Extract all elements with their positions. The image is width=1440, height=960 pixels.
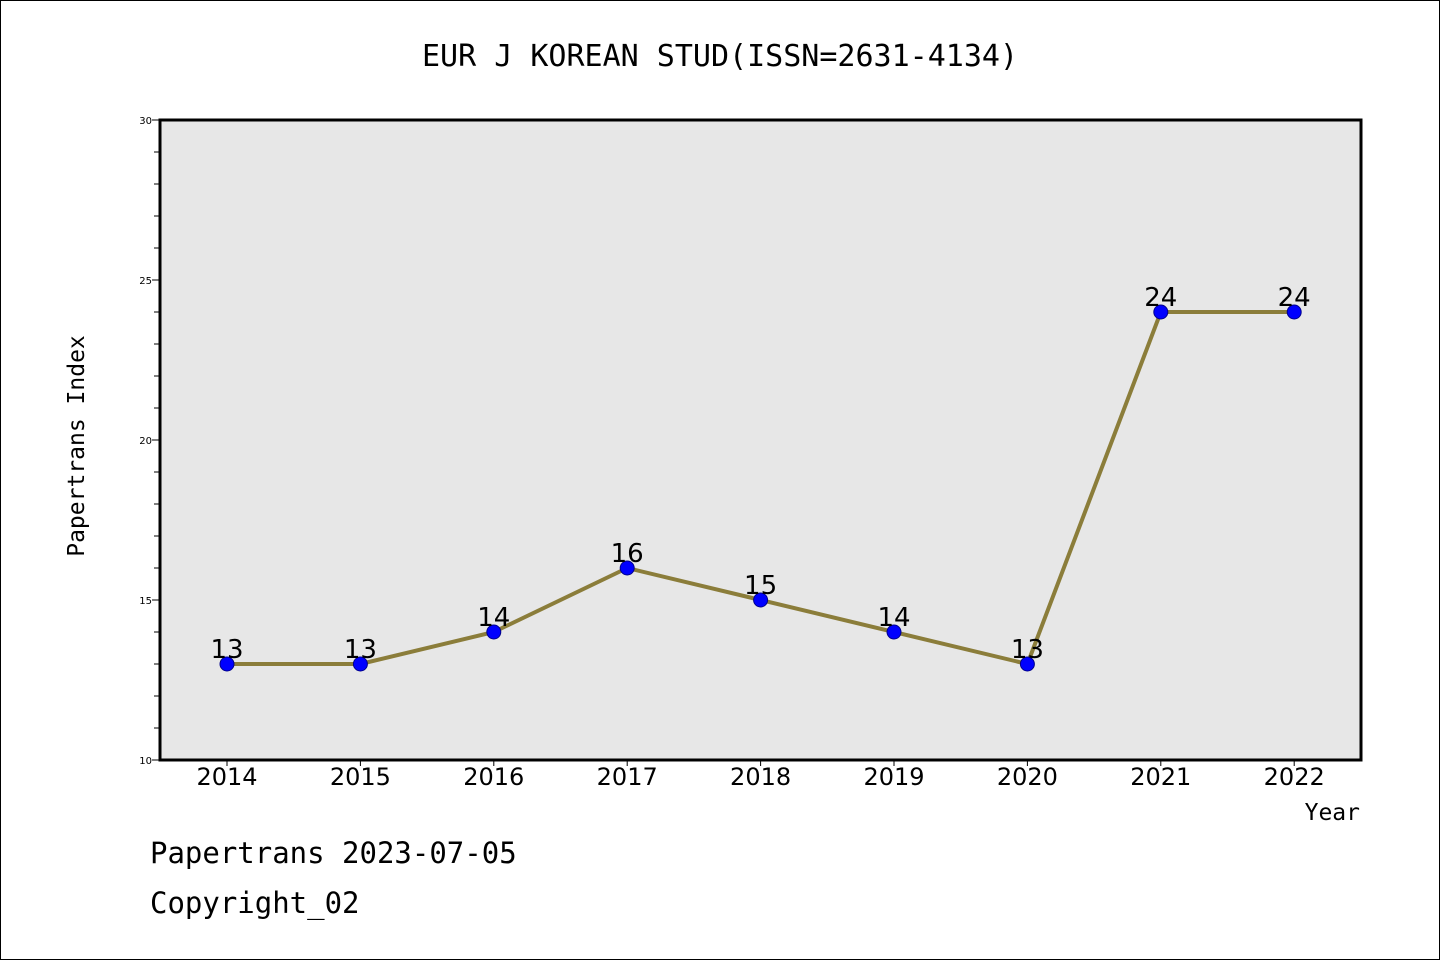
y-axis-label: Papertrans Index xyxy=(64,335,90,557)
y-tick-label: 20 xyxy=(139,436,152,447)
x-tick-label: 2019 xyxy=(863,763,924,791)
data-labels: 13 13 14 16 15 14 13 24 24 xyxy=(210,283,1310,665)
y-axis: 10 15 20 25 30 xyxy=(139,116,160,767)
data-point xyxy=(1019,656,1035,672)
data-point xyxy=(219,656,235,672)
x-tick-label: 2015 xyxy=(330,763,391,791)
data-point xyxy=(619,560,635,576)
data-label: 14 xyxy=(877,603,910,633)
data-label: 24 xyxy=(1144,283,1177,313)
data-label: 16 xyxy=(611,539,644,569)
data-label: 13 xyxy=(1011,635,1044,665)
x-tick-label: 2017 xyxy=(597,763,658,791)
data-label: 24 xyxy=(1278,283,1311,313)
data-point xyxy=(1286,304,1302,320)
data-point xyxy=(753,592,769,608)
y-tick-label: 15 xyxy=(139,596,152,607)
data-label: 13 xyxy=(344,635,377,665)
x-tick-label: 2020 xyxy=(997,763,1058,791)
x-tick-label: 2014 xyxy=(196,763,257,791)
plot-area xyxy=(158,118,1363,762)
x-tick-label: 2018 xyxy=(730,763,791,791)
series-markers xyxy=(219,304,1302,672)
chart-title: EUR J KOREAN STUD(ISSN=2631-4134) xyxy=(422,39,1018,74)
footer-copyright: Copyright_02 xyxy=(150,886,360,921)
footer-date: Papertrans 2023-07-05 xyxy=(150,836,517,870)
data-point xyxy=(352,656,368,672)
x-axis: 2014 2015 2016 2017 2018 2019 2020 2021 2022 xyxy=(196,760,1325,791)
x-tick-label: 2021 xyxy=(1130,763,1191,791)
x-tick-label: 2022 xyxy=(1264,763,1325,791)
y-tick-label: 25 xyxy=(139,276,152,287)
data-label: 13 xyxy=(210,635,243,665)
x-tick-label: 2016 xyxy=(463,763,524,791)
data-point xyxy=(1153,304,1169,320)
data-point xyxy=(486,624,502,640)
x-axis-label: Year xyxy=(1305,800,1360,826)
data-label: 14 xyxy=(477,603,510,633)
y-tick-label: 10 xyxy=(139,756,152,767)
y-tick-label: 30 xyxy=(139,116,152,127)
data-label: 15 xyxy=(744,571,777,601)
data-point xyxy=(886,624,902,640)
